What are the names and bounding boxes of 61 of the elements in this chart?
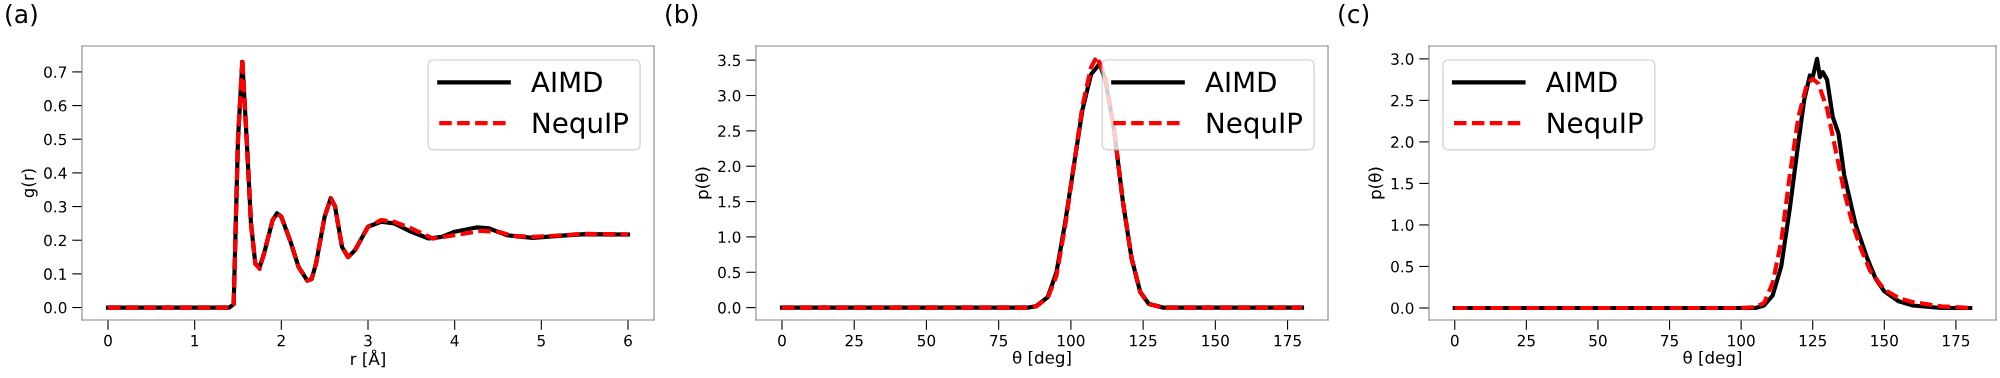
- y-tick-label: 0.2: [44, 234, 66, 247]
- legend-label: AIMD: [1205, 71, 1276, 93]
- x-tick-label: 100: [1728, 334, 1755, 347]
- x-tick-label: 75: [1661, 335, 1678, 347]
- x-tick-label: 150: [1871, 334, 1898, 347]
- y-tick-label: 0.4: [44, 167, 67, 179]
- y-tick-label: 1.0: [1391, 219, 1414, 231]
- chart-title: (a): [6, 4, 37, 27]
- y-tick-label: 0.5: [1391, 260, 1414, 273]
- y-tick-label: 2.5: [718, 125, 741, 137]
- y-axis-title: p(θ): [1368, 167, 1385, 199]
- x-axis-title: r [Å]: [351, 349, 385, 368]
- x-tick-label: 6: [624, 334, 632, 347]
- x-tick-label: 125: [1130, 334, 1157, 347]
- legend-label: AIMD: [531, 71, 602, 93]
- x-tick-label: 25: [845, 334, 863, 347]
- x-tick-label: 50: [1589, 334, 1607, 347]
- y-tick-label: 0.0: [1391, 302, 1414, 314]
- y-tick-label: 2.5: [1391, 94, 1414, 107]
- y-tick-label: 2.0: [1391, 136, 1414, 148]
- y-tick-label: 1.0: [718, 231, 741, 243]
- y-axis-title: g(r): [21, 169, 38, 198]
- y-tick-label: 0.0: [718, 302, 741, 314]
- y-tick-label: 1.5: [718, 196, 741, 208]
- y-tick-label: 0.6: [44, 100, 67, 112]
- x-tick-label: 0: [1450, 334, 1459, 347]
- y-tick-label: 0.0: [44, 302, 67, 314]
- legend-label: NequIP: [533, 112, 629, 139]
- x-tick-label: 2: [277, 334, 285, 347]
- x-tick-label: 25: [1517, 334, 1535, 347]
- x-tick-label: 5: [537, 335, 545, 347]
- x-tick-label: 100: [1057, 334, 1085, 347]
- x-tick-label: 175: [1943, 335, 1970, 347]
- x-tick-label: 3: [364, 334, 372, 347]
- y-tick-label: 1.5: [1391, 178, 1414, 190]
- x-tick-label: 4: [450, 335, 459, 347]
- legend-label: NequIP: [1207, 112, 1303, 139]
- legend-label: AIMD: [1545, 71, 1617, 93]
- y-tick-label: 0.5: [44, 133, 67, 146]
- x-tick-label: 150: [1202, 334, 1229, 347]
- x-tick-label: 75: [990, 335, 1008, 347]
- y-axis-title: p(θ): [695, 167, 712, 199]
- chart-title: (c): [1339, 4, 1369, 27]
- x-tick-label: 0: [778, 334, 786, 347]
- x-tick-label: 0: [104, 334, 112, 347]
- x-axis-title: θ [deg]: [1683, 350, 1742, 368]
- x-tick-label: 1: [191, 335, 199, 347]
- x-tick-label: 125: [1799, 334, 1826, 347]
- y-tick-label: 0.3: [44, 201, 67, 213]
- y-tick-label: 3.0: [1391, 53, 1414, 65]
- y-tick-label: 2.0: [718, 160, 741, 173]
- x-tick-label: 175: [1274, 335, 1301, 347]
- legend-label: NequIP: [1548, 112, 1643, 139]
- y-tick-label: 0.1: [44, 268, 67, 280]
- y-tick-label: 0.5: [718, 266, 741, 279]
- x-axis-title: θ [deg]: [1012, 350, 1071, 368]
- y-tick-label: 3.0: [718, 89, 741, 102]
- y-tick-label: 0.7: [44, 66, 67, 78]
- chart-title: (b): [666, 4, 698, 27]
- y-tick-label: 3.5: [718, 54, 741, 67]
- x-tick-label: 50: [917, 334, 936, 347]
